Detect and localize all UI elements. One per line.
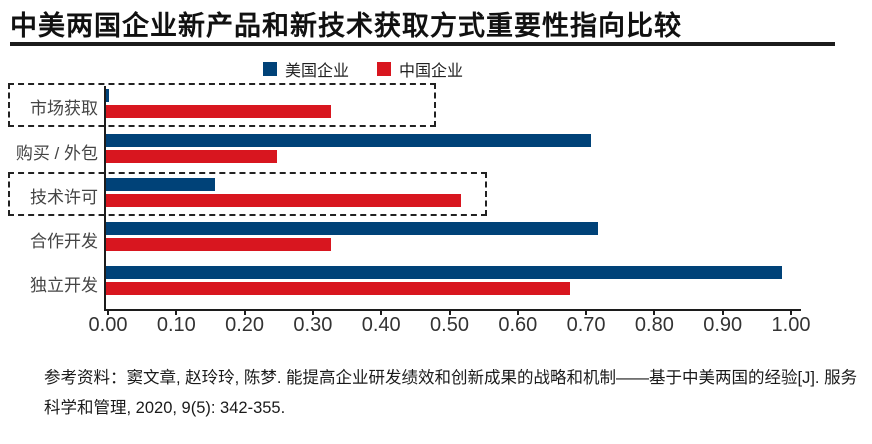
x-tick-mark-10 [790, 311, 792, 315]
x-tick-mark-7 [585, 311, 588, 315]
bar-us-cat2 [106, 177, 216, 191]
us-series-swatch-icon [263, 62, 277, 76]
bar-china-cat0 [106, 105, 332, 118]
chart-legend: 美国企业 中国企业 [263, 57, 463, 81]
china-series-swatch-icon [377, 62, 392, 76]
legend-item-us: 美国企业 [263, 57, 349, 81]
x-tick-label-7: 0.70 [566, 314, 606, 336]
x-tick-mark-9 [721, 311, 724, 315]
bar-china-cat1 [106, 149, 277, 163]
x-tick-label-4: 0.40 [361, 314, 401, 336]
bar-china-cat2 [106, 193, 462, 207]
x-tick-mark-5 [448, 311, 451, 315]
bar-china-cat3 [106, 238, 332, 251]
legend-label-china: 中国企业 [399, 63, 464, 80]
bar-us-cat4 [106, 266, 783, 279]
x-tick-mark-1 [175, 311, 178, 315]
x-tick-label-1: 0.10 [156, 314, 196, 336]
bar-chart: 市场获取购买 / 外包技术许可合作开发独立开发 0.00 0.10 0.20 0.30 0… [8, 83, 811, 336]
category-label-1: 购买 / 外包 [15, 143, 98, 163]
x-tick-label-5: 0.50 [430, 314, 469, 336]
category-label-4: 独立开发 [30, 276, 98, 295]
x-tick-mark-2 [243, 311, 246, 315]
x-tick-label-10: 1.00 [771, 314, 811, 336]
category-label-3: 合作开发 [30, 232, 98, 251]
bar-us-cat0 [106, 89, 110, 102]
x-tick-label-9: 0.90 [703, 314, 743, 336]
reference-note: 参考资料：窦文章, 赵玲玲, 陈梦. 能提高企业研发绩效和创新成果的战略和机制—… [44, 369, 858, 417]
category-label-2: 技术许可 [30, 187, 98, 207]
x-tick-mark-3 [311, 311, 314, 315]
x-tick-mark-8 [653, 311, 656, 315]
x-tick-label-0: 0.00 [88, 314, 128, 336]
bar-china-cat4 [106, 282, 571, 295]
bar-us-cat1 [106, 133, 591, 147]
chart-title: 中美两国企业新产品和新技术获取方式重要性指向比较 [10, 11, 682, 41]
legend-label-us: 美国企业 [285, 63, 350, 80]
x-axis-line [104, 309, 801, 311]
x-tick-label-3: 0.30 [293, 314, 333, 336]
title-underline [10, 42, 835, 46]
x-tick-mark-4 [380, 311, 383, 315]
category-label-0: 市场获取 [30, 99, 98, 118]
x-tick-mark-0 [107, 311, 109, 315]
bar-us-cat3 [106, 222, 598, 235]
x-tick-mark-6 [516, 311, 519, 315]
x-tick-label-6: 0.60 [498, 314, 538, 336]
legend-item-china: 中国企业 [377, 57, 463, 81]
x-tick-label-8: 0.80 [634, 314, 674, 336]
y-axis-line [104, 86, 106, 311]
x-tick-label-2: 0.20 [225, 314, 265, 336]
